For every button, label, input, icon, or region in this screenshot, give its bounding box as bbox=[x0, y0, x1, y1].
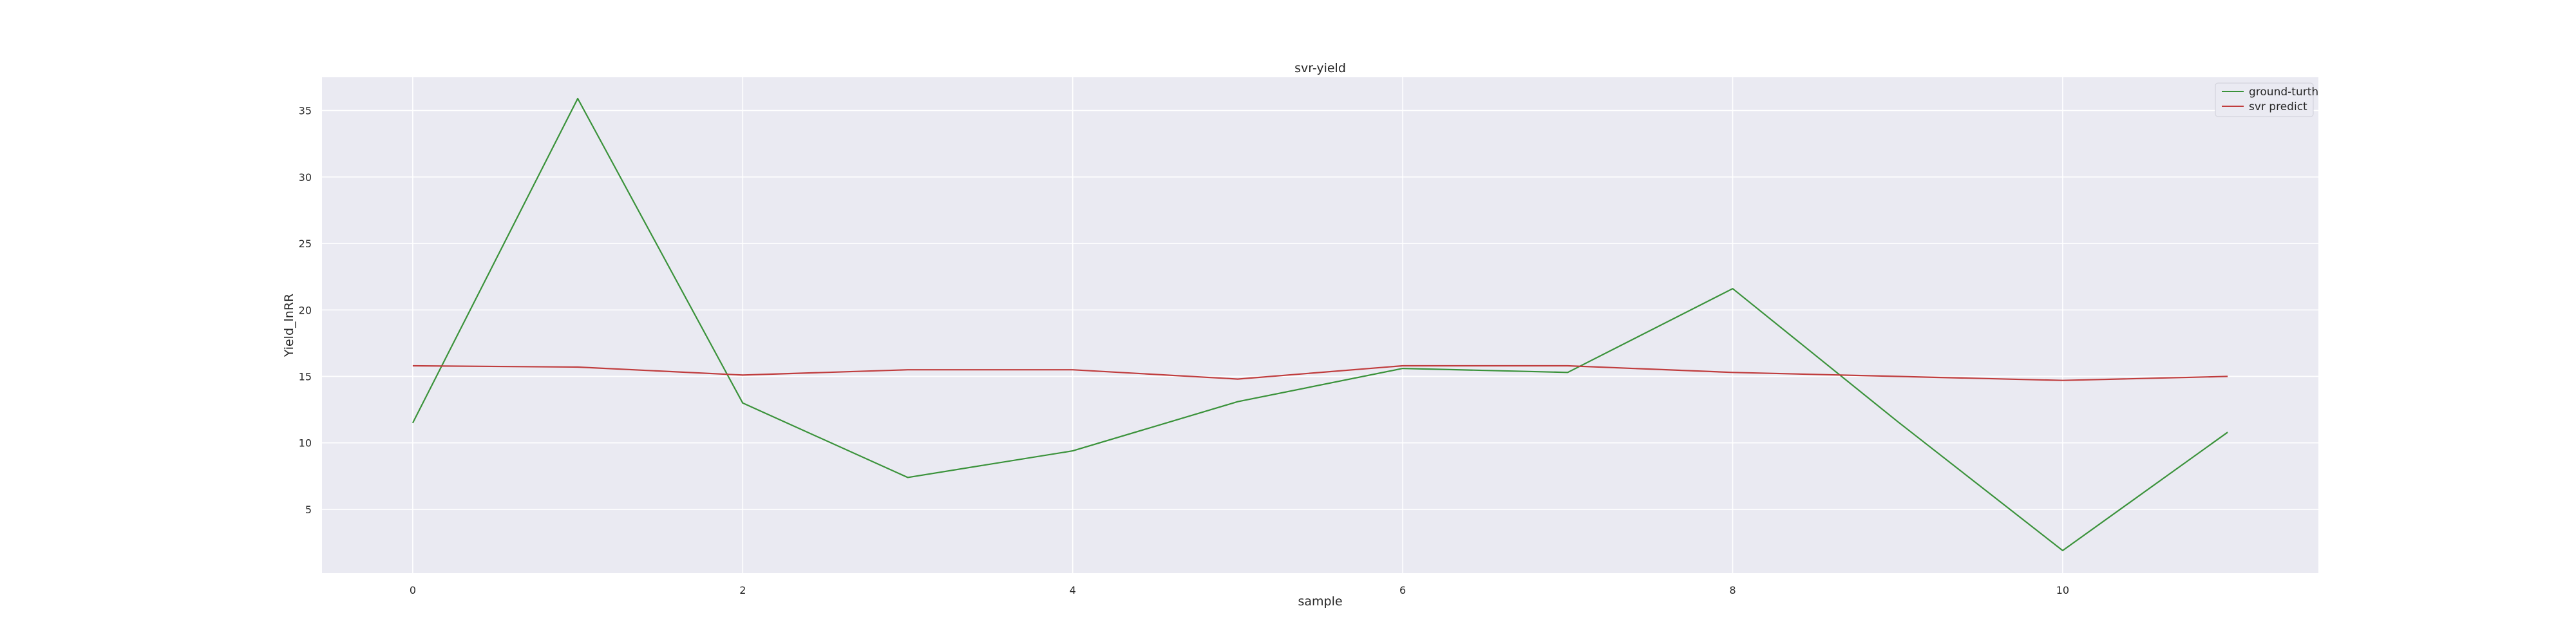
y-tick-label: 25 bbox=[299, 238, 312, 250]
y-tick-label: 5 bbox=[305, 504, 312, 516]
legend-label-ground-turth: ground-turth bbox=[2249, 86, 2318, 99]
y-tick-label: 15 bbox=[299, 370, 312, 383]
chart-title: svr-yield bbox=[1294, 61, 1346, 75]
grid-lines bbox=[322, 77, 2318, 573]
legend: ground-turth svr predict bbox=[2215, 82, 2318, 117]
x-tick-label: 10 bbox=[2056, 584, 2069, 596]
x-axis-label: sample bbox=[1298, 594, 1342, 609]
plot-area bbox=[322, 77, 2318, 573]
y-tick-label: 35 bbox=[299, 105, 312, 117]
x-tick-label: 6 bbox=[1399, 584, 1406, 596]
series-line-ground-turth bbox=[412, 97, 2228, 552]
series-layer bbox=[412, 97, 2228, 552]
y-tick-labels: 5 10 15 20 25 30 35 bbox=[299, 105, 312, 516]
x-tick-label: 2 bbox=[739, 584, 746, 596]
x-tick-label: 0 bbox=[410, 584, 416, 596]
legend-label-svr-predict: svr predict bbox=[2249, 100, 2307, 113]
y-tick-label: 20 bbox=[299, 304, 312, 316]
x-tick-label: 4 bbox=[1070, 584, 1076, 596]
y-axis-label: Yield_lnRR bbox=[282, 294, 296, 357]
series-line-svr-predict bbox=[412, 365, 2228, 381]
y-tick-label: 30 bbox=[299, 171, 312, 184]
x-tick-label: 8 bbox=[1729, 584, 1736, 596]
x-tick-labels: 0 2 4 6 8 10 bbox=[410, 584, 2069, 596]
y-tick-label: 10 bbox=[299, 437, 312, 450]
